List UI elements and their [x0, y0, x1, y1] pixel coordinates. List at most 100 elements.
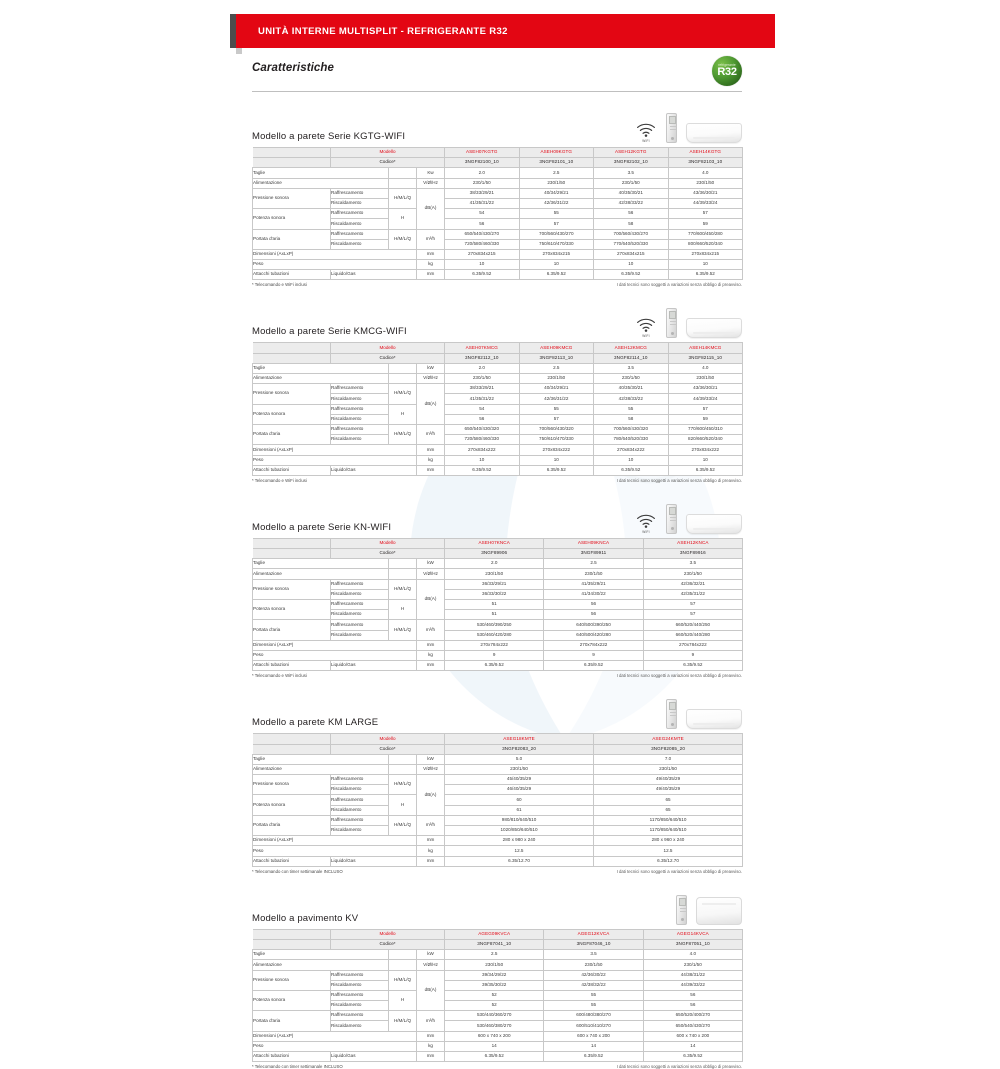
r32-refrigerant-badge: refrigerante R32: [712, 56, 742, 86]
unit-kg: kg: [415, 1040, 446, 1053]
value-portata-aria-riscaldamento: 780/640/520/330: [593, 434, 669, 446]
value-dimensioni: 270x834x215: [444, 248, 520, 261]
mode-potenza-sonora: H: [388, 794, 417, 816]
table-row-pressione-sonora-raffrescamento: Pressione sonora Raffrescamento H/M/L/Q …: [252, 187, 744, 230]
model-name: ASEH09KMCG: [518, 342, 595, 354]
section-title: Modello a parete KM LARGE: [252, 717, 379, 729]
value-pressione-sonora-raffrescamento: 42/36/32/21: [642, 578, 744, 590]
value-peso: 10: [667, 454, 744, 466]
value-dimensioni: 600 x 740 x 200: [543, 1030, 644, 1042]
unit-taglie: kW: [415, 362, 446, 375]
row-label-potenza-sonora: Potenza sonora: [252, 208, 331, 230]
caratteristiche-header: Caratteristiche refrigerante R32: [252, 56, 742, 86]
table-row-code: Codice* 3NGF82083_20 3NGF82085_20: [252, 743, 744, 755]
row-label-potenza-sonora: Potenza sonora: [252, 403, 331, 425]
remote-bar: [669, 324, 676, 326]
table-row-pressione-sonora-raffrescamento: Pressione sonora Raffrescamento H/M/L/Q …: [252, 774, 744, 816]
value-peso: 10: [518, 454, 595, 466]
model-code: 3NGF89911: [543, 548, 644, 560]
section-title: Modello a parete Serie KGTG-WIFI: [252, 131, 406, 142]
value-peso: 12.5: [444, 845, 595, 857]
sub-label-raffrescamento: Raffrescamento: [330, 598, 389, 611]
row-label-peso: Peso: [252, 259, 417, 271]
sub-label-liquido-gas: Liquido/Gas: [330, 855, 417, 867]
value-portata-aria-raffrescamento: 530/440/360/270: [444, 1010, 545, 1022]
table-row-attacchi: Attacchi tubazioni Liquido/Gas mm 6.35/9…: [252, 269, 744, 281]
value-potenza-sonora-riscaldamento: 56: [444, 218, 520, 230]
unit-alimentazione: V/Ø/Hz: [415, 372, 446, 385]
sub-label-liquido-gas: Liquido/Gas: [330, 464, 417, 476]
value-dimensioni: 270x784x222: [543, 639, 644, 651]
remote-control-icon: [666, 308, 677, 339]
value-pressione-sonora-raffrescamento: 49/40/35/29: [593, 774, 744, 786]
row-label-taglie: Taglie: [252, 362, 389, 375]
sub-label-riscaldamento: Riscaldamento: [330, 1000, 389, 1012]
value-portata-aria-raffrescamento: 650/540/430/320: [444, 423, 520, 436]
table-row-attacchi: Attacchi tubazioni Liquido/Gas mm 6.35/9…: [252, 660, 744, 672]
model-code: 3NGF82115_10: [667, 352, 744, 364]
value-attacchi: 6.35/9.52: [667, 464, 744, 476]
value-pressione-sonora-raffrescamento: 36/33/29/21: [444, 578, 545, 590]
floor-standing-unit-image: [696, 896, 742, 925]
model-name: ASEH09KGTG: [518, 146, 595, 159]
section-header: Modello a parete Serie KN-WIFI WIFI: [252, 495, 742, 535]
model-code: 3NGF82083_20: [444, 743, 595, 755]
section-header: Modello a parete Serie KMCG-WIFI WIFI: [252, 299, 742, 339]
value-pressione-sonora-riscaldamento: 44/39/33/24: [667, 197, 744, 210]
wall-mounted-unit-image: [686, 123, 742, 143]
wall-mounted-unit-image: [686, 513, 742, 534]
table-row-dimensioni: Dimensioni (AxLxP) mm 270x784x222 270x784…: [252, 639, 744, 651]
value-pressione-sonora-riscaldamento: 42/35/31/22: [642, 588, 744, 601]
section-kmlarge: Modello a parete KM LARGE Modello AS: [252, 690, 744, 874]
spec-table-kmlarge: Modello ASEG18KMTE ASEG24KMTE Codice* 3NG…: [252, 733, 744, 867]
value-pressione-sonora-raffrescamento: 40/35/30/21: [593, 383, 669, 395]
value-attacchi: 6.35/9.52: [667, 269, 744, 281]
value-pressione-sonora-riscaldamento: 49/40/35/29: [593, 784, 744, 796]
sub-label-raffrescamento: Raffrescamento: [330, 228, 389, 240]
value-dimensioni: 270x834x222: [444, 444, 520, 456]
unit-kg: kg: [415, 845, 446, 857]
model-code: 3NGF82114_10: [593, 352, 669, 364]
mode-portata-aria: H/M/L/Q: [388, 814, 417, 837]
remote-button: [671, 527, 674, 531]
value-pressione-sonora-raffrescamento: 40/34/29/21: [518, 383, 595, 395]
mode-potenza-sonora: H: [388, 208, 417, 230]
value-pressione-sonora-raffrescamento: 40/34/29/21: [518, 187, 595, 199]
value-portata-aria-riscaldamento: 640/500/420/280: [543, 629, 644, 641]
section-header: Modello a parete KM LARGE: [252, 690, 742, 730]
value-dimensioni: 270x834x215: [518, 248, 595, 261]
value-potenza-sonora-raffrescamento: 55: [518, 208, 595, 220]
table-footnotes: * Telecomando con timer settimanale INCL…: [252, 869, 742, 874]
model-code: 3NGF82112_10: [444, 352, 520, 364]
value-peso: 9: [642, 649, 744, 662]
value-pressione-sonora-riscaldamento: 44/39/33/24: [667, 393, 744, 405]
remote-button: [671, 722, 674, 726]
table-row-code: Codice* 3NGF89906 3NGF89911 3NGF89916: [252, 548, 744, 560]
sections-container: Modello a parete Serie KGTG-WIFI WIFI: [252, 104, 744, 1069]
page-banner: UNITÀ INTERNE MULTISPLIT - REFRIGERANTE …: [230, 14, 775, 54]
mode-potenza-sonora: H: [388, 598, 417, 621]
model-name: ASEH14KMCG: [667, 342, 744, 354]
value-taglie: 2.0: [444, 362, 520, 375]
sub-label-raffrescamento: Raffrescamento: [330, 969, 389, 981]
unit-m3h: m³/h: [415, 814, 446, 837]
value-potenza-sonora-raffrescamento: 65: [593, 794, 744, 806]
banner-title: UNITÀ INTERNE MULTISPLIT - REFRIGERANTE …: [258, 25, 508, 37]
spec-table-kn: Modello ASEH07KNCA ASEH09KNCA ASEH12KNCA C…: [252, 537, 744, 672]
spec-table-kv: Modello AGEG09KVCA AGEG12KVCA AGEG14KVCA C…: [252, 928, 744, 1063]
value-pressione-sonora-riscaldamento: 42/38/32/22: [543, 979, 644, 991]
value-dimensioni: 270x834x215: [593, 248, 669, 261]
model-code: 3NGF87051_10: [642, 938, 744, 951]
value-portata-aria-raffrescamento: 600/480/380/270: [543, 1010, 644, 1022]
value-potenza-sonora-raffrescamento: 54: [444, 403, 520, 415]
value-taglie: 3.5: [593, 362, 669, 375]
value-taglie: 2.5: [543, 558, 644, 570]
unit-db: dB(A): [415, 774, 446, 816]
table-row-peso: Peso kg 10 10 10 10: [252, 454, 744, 466]
row-label-pressione-sonora: Pressione sonora: [252, 969, 331, 991]
model-name: AGEG09KVCA: [444, 928, 545, 940]
value-taglie: 3.5: [642, 558, 744, 570]
wifi-icon-label: WIFI: [642, 529, 650, 534]
remote-bar: [669, 516, 676, 518]
model-name: ASEH14KGTG: [667, 146, 744, 159]
